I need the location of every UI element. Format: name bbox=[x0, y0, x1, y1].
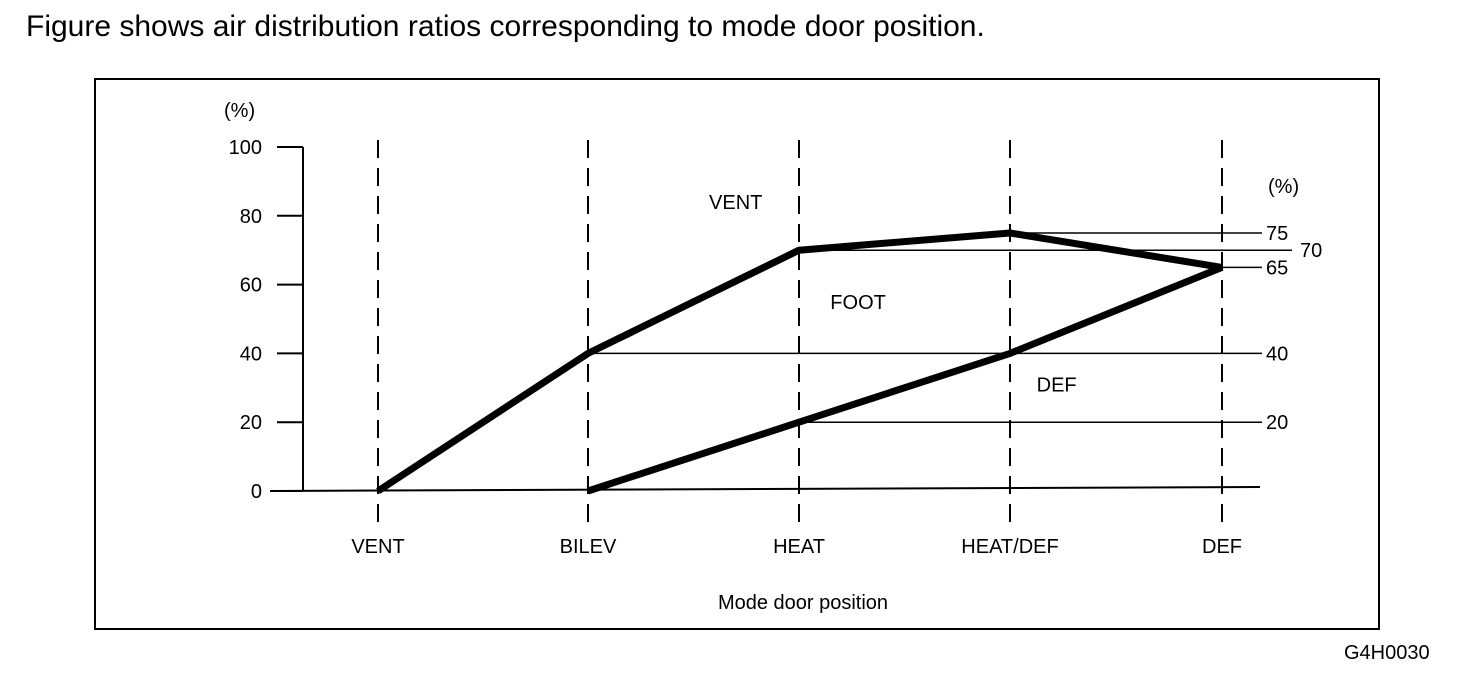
boundary-line-1 bbox=[376, 229, 1223, 494]
reference-label-20: 20 bbox=[1266, 412, 1288, 434]
x-tick-label-vent: VENT bbox=[351, 536, 404, 558]
x-tick-label-heat-def: HEAT/DEF bbox=[961, 536, 1058, 558]
region-label-foot: FOOT bbox=[830, 292, 886, 314]
x-tick-label-def: DEF bbox=[1202, 536, 1242, 558]
y-tick-label-20: 20 bbox=[240, 412, 262, 434]
figure-caption: Figure shows air distribution ratios cor… bbox=[26, 10, 985, 43]
reference-label-65: 65 bbox=[1266, 257, 1288, 279]
reference-label-75: 75 bbox=[1266, 223, 1288, 245]
chart-frame bbox=[94, 78, 1380, 630]
y-axis-unit: (%) bbox=[224, 100, 255, 122]
x-axis-title: Mode door position bbox=[718, 592, 888, 614]
reference-label-40: 40 bbox=[1266, 343, 1288, 365]
reference-label-70: 70 bbox=[1300, 240, 1322, 262]
figure-code: G4H0030 bbox=[1344, 642, 1430, 664]
right-axis-unit: (%) bbox=[1268, 176, 1299, 198]
y-tick-label-40: 40 bbox=[240, 343, 262, 365]
x-tick-label-heat: HEAT bbox=[773, 536, 825, 558]
baseline bbox=[269, 486, 1261, 492]
y-tick-label-0: 0 bbox=[251, 481, 262, 503]
region-label-def: DEF bbox=[1037, 374, 1077, 396]
y-tick-label-60: 60 bbox=[240, 275, 262, 297]
x-tick-label-bilev: BILEV bbox=[560, 536, 617, 558]
y-tick-label-100: 100 bbox=[229, 137, 262, 159]
boundary-line-2 bbox=[586, 264, 1224, 495]
y-tick-label-80: 80 bbox=[240, 206, 262, 228]
region-label-vent: VENT bbox=[709, 192, 762, 214]
